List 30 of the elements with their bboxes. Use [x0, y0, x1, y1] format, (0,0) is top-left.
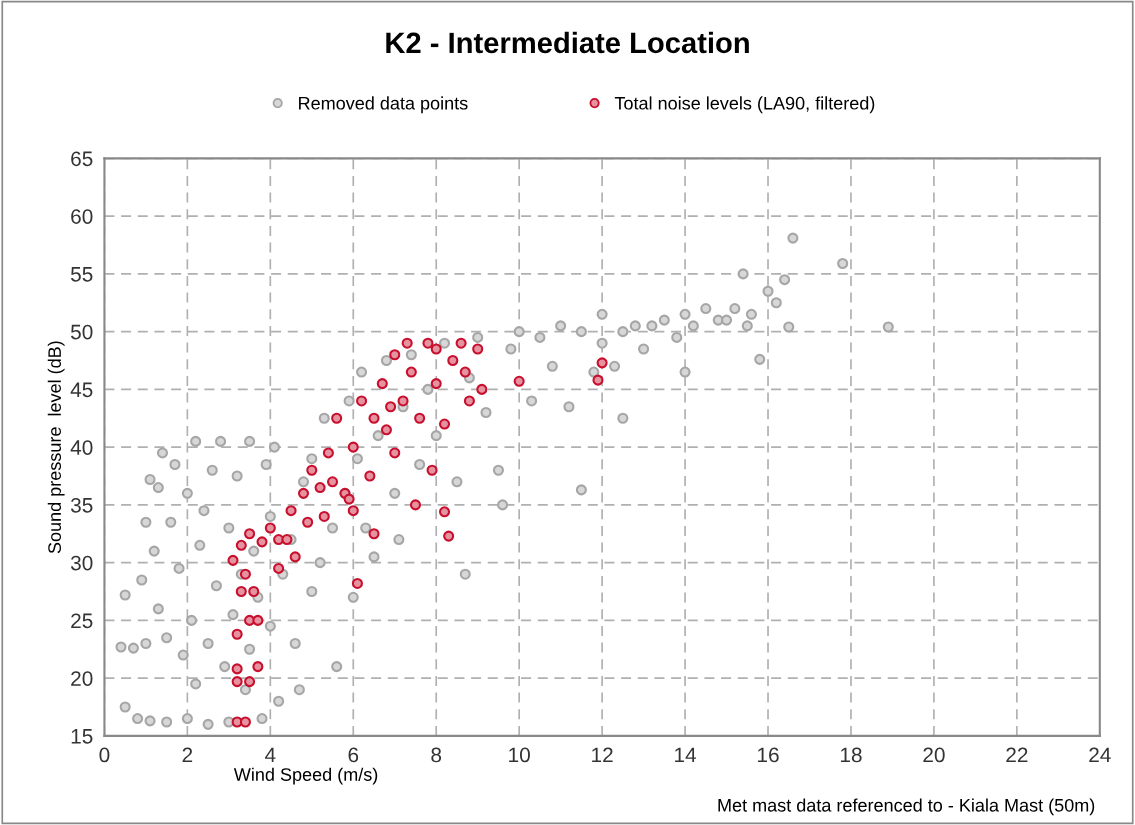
x-tick-label: 10	[509, 747, 530, 763]
legend-label: Total noise levels (LA90, filtered)	[614, 96, 875, 114]
x-tick-label: 2	[182, 747, 193, 763]
y-tick-label: 30	[70, 555, 93, 571]
y-tick-label: 50	[70, 324, 93, 340]
y-tick-label: 45	[70, 382, 93, 398]
y-axis-title: Sound pressure level (dB)	[47, 341, 65, 554]
x-tick-label: 12	[592, 747, 613, 763]
y-tick-label: 15	[71, 729, 93, 744]
x-tick-label: 8	[431, 747, 442, 763]
x-tick-label: 22	[1006, 747, 1028, 763]
y-tick-label: 40	[70, 440, 93, 455]
y-tick-label: 20	[71, 671, 93, 686]
y-tick-label: 55	[70, 267, 93, 282]
y-tick-label: 60	[71, 209, 93, 224]
x-tick-label: 6	[348, 747, 359, 763]
x-tick-label: 20	[923, 747, 945, 763]
y-tick-label: 65	[71, 151, 93, 167]
y-tick-label: 25	[71, 613, 93, 629]
chart-title: K2 - Intermediate Location	[386, 31, 749, 54]
x-tick-label: 14	[675, 747, 697, 763]
x-tick-label: 4	[265, 747, 276, 763]
y-tick-label: 35	[70, 497, 93, 513]
x-axis-title: Wind Speed (m/s)	[233, 767, 378, 785]
text: Met mast data referenced to - Kiala Mast (50m)	[718, 798, 1095, 816]
x-tick-label: 0	[99, 747, 110, 763]
x-tick-label: 24	[1089, 747, 1111, 763]
legend-label: Removed data points	[299, 96, 468, 114]
x-tick-label: 18	[840, 747, 862, 763]
x-tick-label: 16	[758, 747, 779, 763]
